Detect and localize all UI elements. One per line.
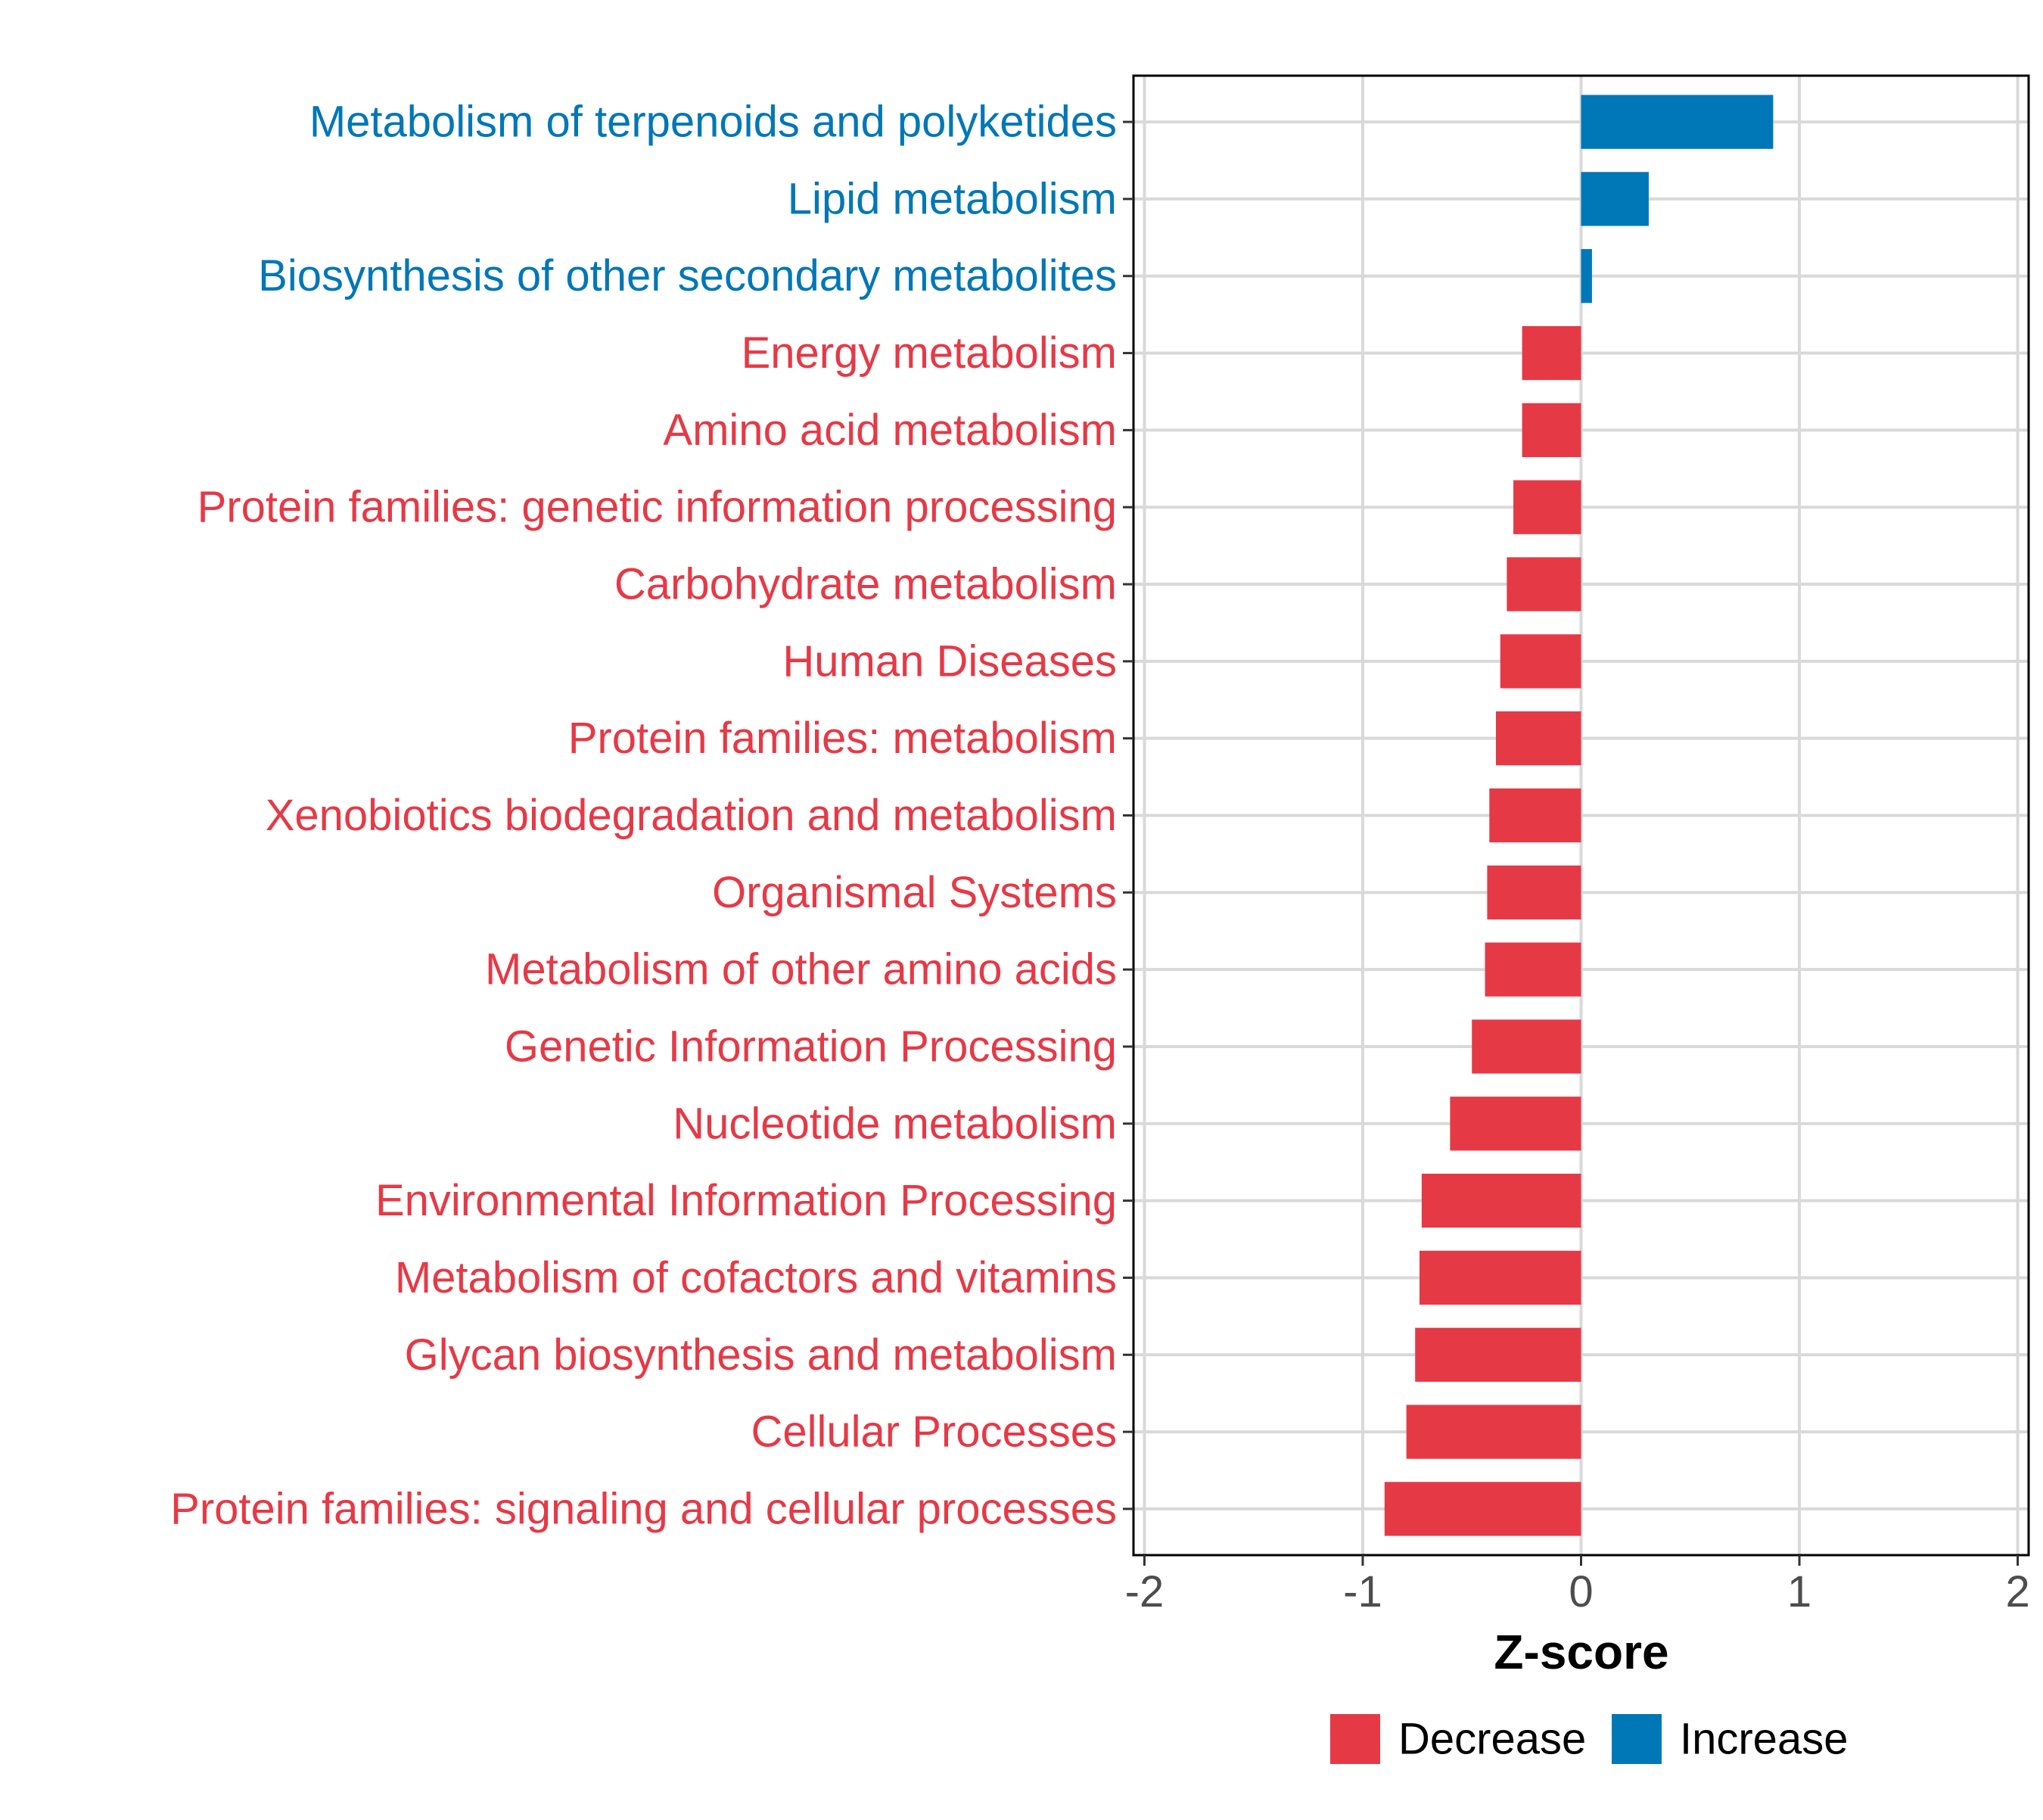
y-tick-label: Metabolism of cofactors and vitamins [395,1253,1117,1302]
y-tick-label: Biosynthesis of other secondary metaboli… [258,251,1117,300]
bar-decrease [1419,1250,1581,1305]
bar-decrease [1384,1482,1581,1536]
legend-label-decrease: Decrease [1398,1715,1586,1764]
x-tick-label: -1 [1343,1567,1382,1616]
legend: Decrease Increase [1330,1714,1848,1764]
legend-key-decrease [1330,1714,1380,1764]
x-tick-label: 2 [2005,1567,2029,1616]
y-tick-label: Amino acid metabolism [663,406,1117,455]
x-tick-label: -2 [1125,1567,1165,1616]
bar-increase [1581,249,1592,303]
bar-decrease [1507,557,1581,611]
y-tick-label: Metabolism of terpenoids and polyketides [309,98,1117,147]
bar-decrease [1522,403,1581,458]
y-tick-label: Glycan biosynthesis and metabolism [405,1330,1117,1380]
y-tick-label: Environmental Information Processing [375,1176,1117,1225]
bar-decrease [1522,325,1581,381]
x-axis-label: Z-score [1494,1625,1668,1679]
y-tick-label: Lipid metabolism [788,174,1117,223]
y-tick-label: Protein families: metabolism [568,714,1117,763]
x-tick-label: 0 [1569,1567,1593,1616]
legend-key-increase [1612,1714,1662,1764]
y-tick-label: Energy metabolism [742,328,1117,378]
y-tick-label: Nucleotide metabolism [673,1099,1117,1148]
y-tick-label: Carbohydrate metabolism [614,560,1117,609]
bar-decrease [1485,942,1581,997]
bar-increase [1581,172,1649,226]
x-tick-label: 1 [1787,1567,1811,1616]
y-tick-label: Genetic Information Processing [505,1022,1117,1071]
x-tick-layer: -2 -1 0 1 2 [1125,1555,2030,1616]
legend-label-increase: Increase [1680,1715,1848,1764]
bar-increase [1581,95,1774,149]
y-tick-label: Protein families: signaling and cellular… [170,1484,1117,1533]
y-tick-layer: Metabolism of terpenoids and polyketides… [170,98,1133,1533]
bar-decrease [1472,1019,1581,1074]
bar-decrease [1489,788,1581,843]
y-tick-label: Organismal Systems [712,868,1117,917]
y-tick-label: Human Diseases [782,636,1117,686]
bar-decrease [1415,1327,1581,1382]
y-tick-label: Protein families: genetic information pr… [197,483,1117,532]
bar-decrease [1421,1173,1581,1228]
bar-decrease [1500,634,1581,689]
bar-decrease [1406,1405,1581,1459]
bar-decrease [1450,1097,1581,1151]
bar-decrease [1487,865,1581,919]
y-tick-label: Cellular Processes [751,1408,1117,1457]
bar-layer [1384,95,1774,1536]
y-tick-label: Xenobiotics biodegradation and metabolis… [266,791,1117,840]
bar-decrease [1495,711,1581,766]
y-tick-label: Metabolism of other amino acids [485,945,1117,994]
bar-decrease [1513,480,1581,534]
